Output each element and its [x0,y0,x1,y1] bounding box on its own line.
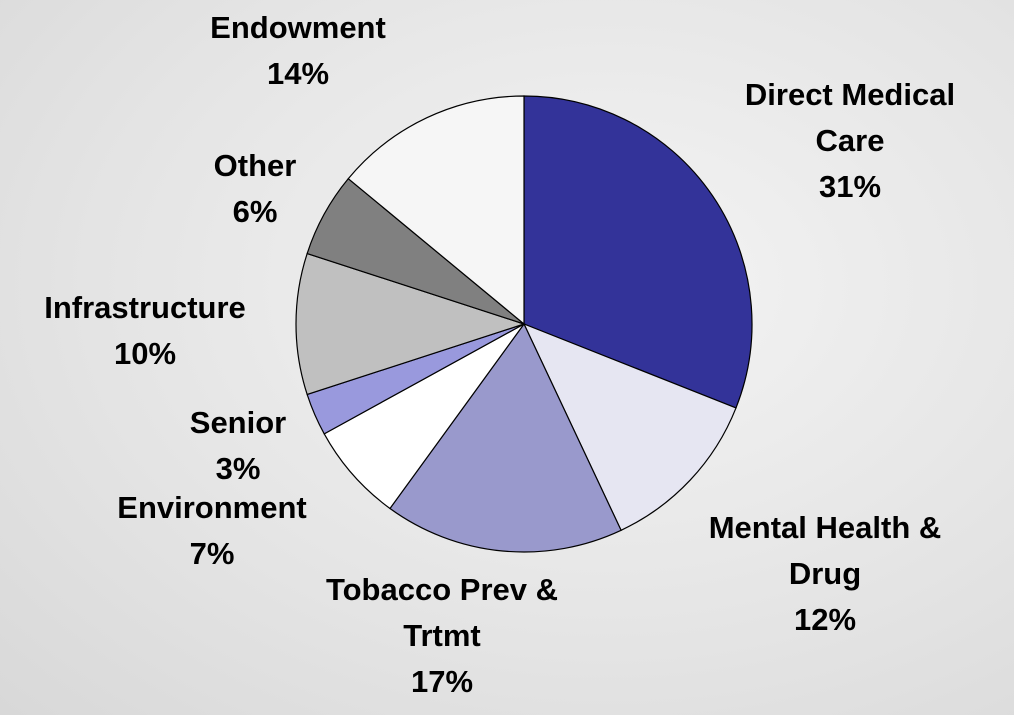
slice-label: Endowment 14% [168,5,428,97]
category-label: Direct Medical Care [744,77,956,158]
category-label: Environment [117,490,307,525]
pie-slice [347,95,525,326]
pie-slice [522,322,737,532]
value-label: 10% [113,336,177,371]
value-label: 7% [189,536,235,571]
slice-label: Direct Medical Care 31% [710,72,990,210]
category-label: Infrastructure [44,290,246,325]
slice-label: Mental Health & Drug 12% [680,505,970,643]
value-label: 14% [266,56,330,91]
slice-label: Infrastructure 10% [0,285,295,377]
slice-label: Other 6% [175,143,335,235]
pie-slice [295,252,526,396]
category-label: Other [213,148,297,183]
value-label: 3% [215,451,261,486]
pie-slice [389,322,622,553]
slice-label: Environment 7% [62,485,362,577]
category-label: Tobacco Prev & Trtmt [325,572,558,653]
value-label: 6% [232,194,278,229]
category-label: Endowment [210,10,386,45]
category-label: Senior [189,405,287,440]
value-label: 31% [818,169,882,204]
value-label: 12% [793,602,857,637]
value-label: 17% [410,664,474,699]
slice-label: Tobacco Prev & Trtmt 17% [292,567,592,705]
category-label: Mental Health & Drug [708,510,942,591]
slice-label: Senior 3% [158,400,318,492]
pie-slice [523,95,753,409]
